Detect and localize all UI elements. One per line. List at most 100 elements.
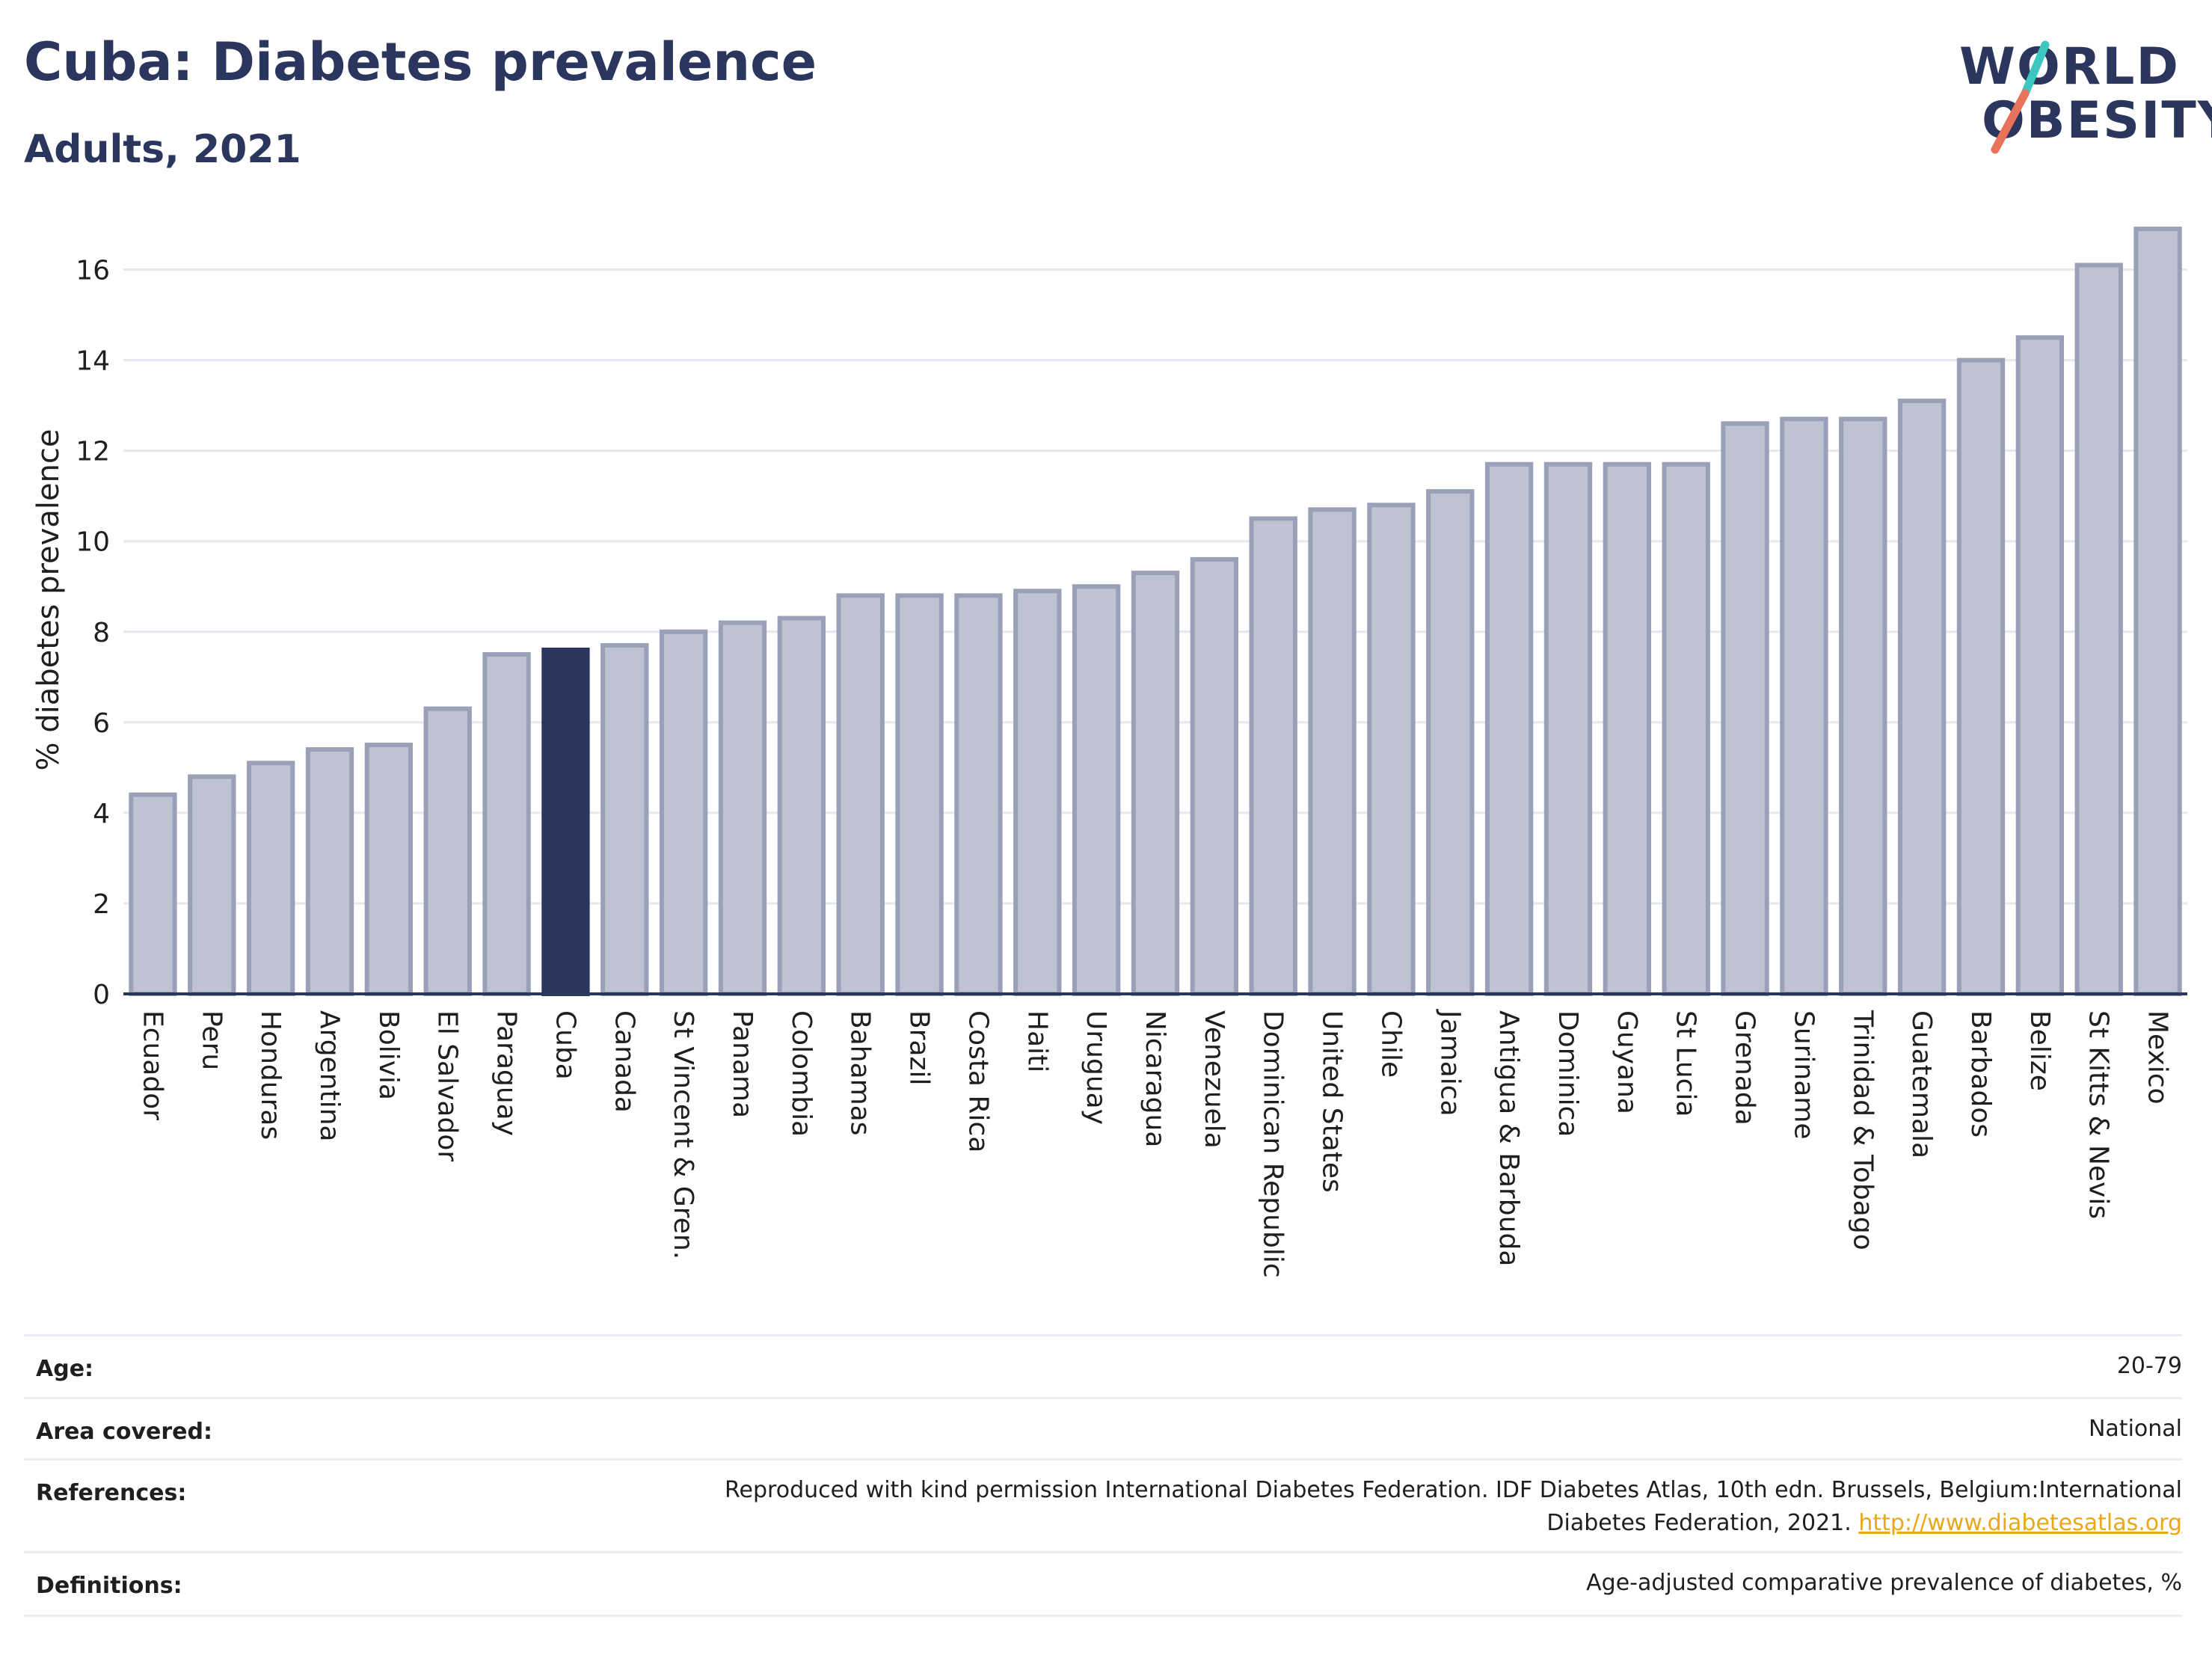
x-tick-label: Paraguay: [491, 1010, 522, 1136]
y-tick-label: 14: [76, 346, 110, 377]
x-tick-label: St Vincent & Gren.: [668, 1010, 698, 1259]
bar-canada: [600, 642, 649, 996]
info-value-references: Reproduced with kind permission Internat…: [725, 1474, 2182, 1540]
info-label: Age:: [36, 1356, 94, 1382]
y-tick-label: 12: [76, 437, 110, 467]
bar-united-states: [1308, 507, 1357, 996]
x-tick-label: Jamaica: [1434, 1009, 1465, 1117]
y-tick-label: 10: [76, 527, 110, 558]
x-tick-label: St Kitts & Nevis: [2083, 1010, 2114, 1219]
y-tick-label: 16: [76, 256, 110, 286]
bar-peru: [188, 774, 236, 997]
x-tick-label: Panama: [727, 1010, 758, 1118]
bar-st-kitts-nevis: [2074, 262, 2123, 997]
bar-el-salvador: [423, 706, 472, 997]
x-tick-label: Uruguay: [1081, 1010, 1111, 1125]
diabetesatlas-link[interactable]: http://www.diabetesatlas.org: [1858, 1510, 2182, 1536]
x-tick-label: Barbados: [1965, 1010, 1996, 1137]
x-tick-label: Haiti: [1021, 1010, 1052, 1072]
x-tick-label: Cuba: [550, 1010, 580, 1080]
info-value: 20-79: [2116, 1353, 2182, 1379]
bar-chile: [1367, 503, 1416, 996]
x-tick-label: Belize: [2024, 1010, 2055, 1091]
bar-guyana: [1603, 461, 1652, 996]
bar-barbados: [1956, 357, 2006, 996]
x-tick-label: Chile: [1375, 1010, 1406, 1078]
bar-belize: [2015, 335, 2065, 996]
x-tick-label: Guatemala: [1906, 1010, 1937, 1158]
x-tick-label: Brazil: [904, 1010, 935, 1085]
x-tick-label: Antigua & Barbuda: [1493, 1010, 1524, 1266]
y-tick-label: 2: [93, 889, 110, 920]
page-title: Cuba: Diabetes prevalence: [24, 31, 817, 93]
bar-st-vincent-gren-: [659, 629, 708, 996]
x-tick-label: Ecuador: [137, 1010, 168, 1120]
reference-line1: Reproduced with kind permission Internat…: [725, 1477, 2182, 1503]
bar-cuba: [541, 647, 590, 996]
info-label: Area covered:: [36, 1419, 212, 1445]
x-tick-label: Guyana: [1612, 1010, 1642, 1114]
bar-paraguay: [482, 652, 531, 996]
bar-brazil: [895, 593, 944, 996]
bar-ecuador: [129, 792, 177, 996]
x-tick-labels: Ecuador Peru Honduras Argentina Bolivia El Sa…: [137, 1009, 2172, 1278]
x-tick-label: Costa Rica: [962, 1010, 993, 1152]
x-tick-label: United States: [1317, 1010, 1348, 1193]
x-tick-label: Argentina: [314, 1010, 345, 1142]
info-row-definitions: Definitions: Age-adjusted comparative pr…: [24, 1551, 2182, 1617]
bar-colombia: [777, 615, 826, 996]
x-tick-label: Bahamas: [845, 1010, 876, 1136]
bar-suriname: [1780, 417, 1828, 996]
bar-venezuela: [1190, 556, 1239, 996]
logo-line1: WORLD: [1959, 37, 2180, 96]
reference-text: Diabetes Federation, 2021.: [1546, 1510, 1859, 1536]
x-tick-label: St Lucia: [1671, 1010, 1701, 1117]
bar-antigua-barbuda: [1484, 461, 1534, 996]
x-tick-label: Colombia: [786, 1010, 817, 1137]
x-tick-label: Canada: [609, 1010, 639, 1113]
page-subtitle: Adults, 2021: [24, 127, 301, 172]
bar-panama: [718, 620, 767, 996]
y-axis-label: % diabetes prevalence: [31, 429, 66, 770]
logo-slash-icon: [1991, 40, 2050, 154]
reference-line2: Diabetes Federation, 2021. http://www.di…: [725, 1507, 2182, 1540]
x-tick-label: Dominica: [1552, 1010, 1583, 1137]
x-tick-label: Venezuela: [1199, 1010, 1229, 1149]
x-tick-label: Bolivia: [373, 1010, 404, 1100]
bar-mexico: [2133, 227, 2182, 997]
bar-bahamas: [836, 593, 885, 996]
info-row-references: References: Reproduced with kind permiss…: [24, 1458, 2182, 1553]
bar-trinidad-tobago: [1839, 417, 1887, 996]
y-tick-label: 0: [93, 980, 110, 1010]
info-value: Age-adjusted comparative prevalence of d…: [1586, 1570, 2182, 1596]
bar-dominica: [1543, 461, 1593, 996]
y-tick-label: 8: [93, 618, 110, 648]
bar-costa-rica: [954, 593, 1003, 996]
x-tick-label: Peru: [196, 1010, 227, 1070]
bar-grenada: [1721, 421, 1769, 996]
x-tick-label: El Salvador: [432, 1010, 463, 1161]
bar-bolivia: [364, 743, 414, 997]
bar-guatemala: [1897, 399, 1947, 996]
bar-haiti: [1013, 589, 1062, 996]
x-tick-label: Mexico: [2142, 1010, 2173, 1105]
bar-chart: 0 2 4 6 8 10 12 14 16 Ecuador Peru Honduras Argenti…: [31, 227, 2187, 1278]
x-tick-label: Grenada: [1730, 1010, 1760, 1126]
x-tick-label: Honduras: [255, 1010, 286, 1140]
bar-dominican-republic: [1249, 516, 1297, 996]
bar-uruguay: [1072, 584, 1121, 996]
x-tick-label: Nicaragua: [1140, 1010, 1170, 1147]
info-label: References:: [36, 1480, 187, 1506]
bar-honduras: [246, 761, 295, 996]
world-obesity-logo: WORLD OBESITY: [1944, 30, 2212, 165]
y-tick-labels: 0 2 4 6 8 10 12 14 16: [76, 256, 110, 1010]
y-tick-label: 4: [93, 799, 110, 829]
x-tick-label: Suriname: [1788, 1010, 1819, 1140]
info-row-age: Age: 20-79: [24, 1334, 2182, 1398]
bars: [123, 227, 2187, 997]
x-tick-label: Trinidad & Tobago: [1847, 1010, 1878, 1250]
bar-argentina: [305, 747, 354, 996]
info-value: National: [2088, 1416, 2182, 1442]
x-tick-label: Dominican Republic: [1258, 1010, 1288, 1278]
bar-st-lucia: [1662, 461, 1710, 996]
